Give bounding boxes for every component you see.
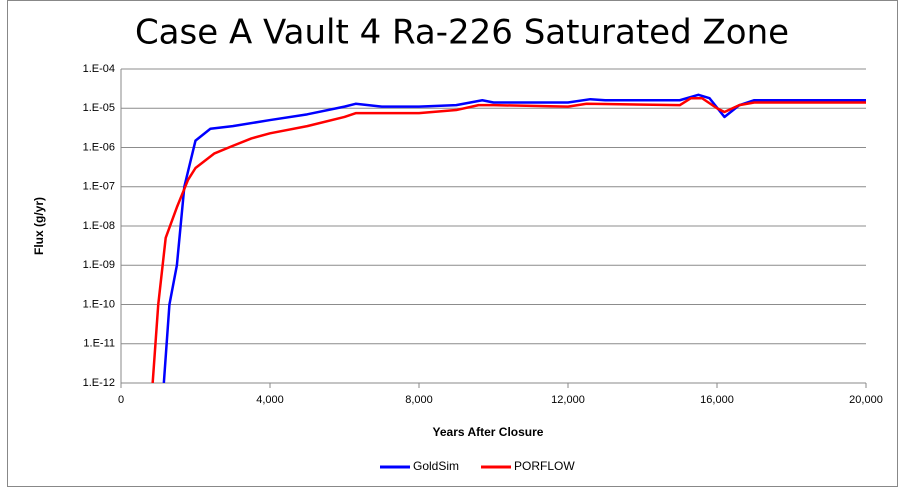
x-tick-label: 16,000 bbox=[700, 394, 734, 406]
chart-frame bbox=[7, 0, 898, 487]
y-tick-label: 1.E-11 bbox=[83, 338, 115, 350]
series-line bbox=[151, 96, 866, 383]
y-tick-label: 1.E-08 bbox=[83, 220, 115, 232]
x-axis-title: Years After Closure bbox=[433, 425, 544, 439]
y-tick-label: 1.E-06 bbox=[83, 141, 115, 153]
y-tick-label: 1.E-04 bbox=[83, 63, 115, 75]
x-tick-label: 4,000 bbox=[256, 394, 284, 406]
x-tick-label: 0 bbox=[118, 394, 124, 406]
y-tick-label: 1.E-07 bbox=[83, 181, 115, 193]
y-tick-label: 1.E-10 bbox=[83, 298, 115, 310]
y-tick-label: 1.E-12 bbox=[83, 377, 115, 389]
legend-label: PORFLOW bbox=[514, 459, 575, 473]
y-tick-label: 1.E-09 bbox=[83, 259, 115, 271]
x-tick-label: 8,000 bbox=[405, 394, 433, 406]
y-tick-label: 1.E-05 bbox=[83, 102, 115, 114]
legend-label: GoldSim bbox=[413, 459, 459, 473]
x-tick-label: 12,000 bbox=[551, 394, 585, 406]
plot-area bbox=[151, 93, 866, 383]
y-axis-title: Flux (g/yr) bbox=[32, 197, 46, 255]
chart-title: Case A Vault 4 Ra-226 Saturated Zone bbox=[135, 13, 789, 53]
x-tick-label: 20,000 bbox=[849, 394, 883, 406]
series-line bbox=[162, 93, 866, 383]
